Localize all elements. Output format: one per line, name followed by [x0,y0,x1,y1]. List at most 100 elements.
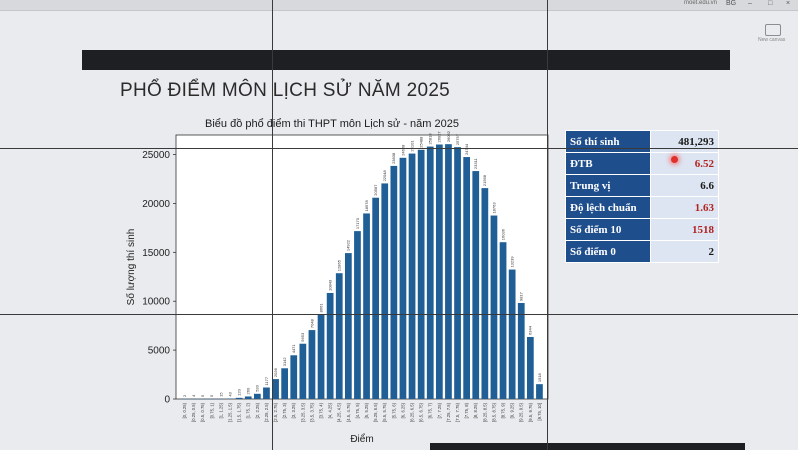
bar-data-label: 2 [182,394,187,397]
bar-data-label: 10843 [327,279,332,291]
x-tick-label: [8.5, 8.75) [491,402,496,421]
laser-pointer-dot [671,156,678,163]
window-divider [272,0,273,450]
histogram-bar [445,144,452,399]
bar-data-label: 5 [200,394,205,397]
histogram-bar [244,396,252,399]
x-tick-label: [2.5, 2.75) [273,402,278,421]
stats-row: Số thí sinh 481,293 [565,130,719,153]
bar-data-label: 18763 [491,202,496,214]
histogram-bar [335,273,343,399]
y-tick-label: 5000 [148,346,171,357]
x-tick-label: [9, 9.25) [510,402,515,418]
bar-data-label: 2036 [273,367,278,377]
bar-data-label: 5653 [300,332,305,342]
bar-data-label: 25818 [428,133,433,145]
bar-data-label: 24744 [464,143,469,155]
x-tick-label: [6.5, 6.75) [419,402,424,421]
browser-toolbar: moet.edu.vn BG – □ × [0,0,798,11]
close-icon[interactable]: × [786,0,791,7]
stats-label: Số điểm 0 [565,240,651,263]
x-tick-label: [1.75, 2) [246,402,251,418]
y-tick-label: 25000 [142,150,170,161]
histogram-bar [326,292,334,399]
histogram-bar [536,384,543,399]
x-tick-label: [1.25, 1.5) [227,402,232,421]
histogram-bar [308,330,316,399]
stats-value: 481,293 [650,130,719,153]
bar-data-label: 18978 [364,200,369,212]
slide-footer-band [430,443,745,450]
minimize-icon[interactable]: – [748,0,752,7]
histogram-bar [299,343,307,399]
bar-data-label: 14922 [346,239,351,251]
stats-row: Trung vị 6.6 [565,174,719,197]
stats-row: ĐTB 6.52 [565,152,719,175]
x-tick-label: [0.25, 0.5) [191,402,196,421]
x-tick-label: [8.75, 9) [500,402,505,418]
x-tick-label: [5.25, 5.5) [373,402,378,421]
bar-data-label: 9817 [519,291,524,301]
x-tick-label: [0.75, 1) [209,402,214,418]
tab-badge: BG [726,0,737,7]
chart-svg: 0 5000 10000 15000 20000 25000 2 [0, 0.25) 4 [0.2… [125,130,549,445]
bar-data-label: 21568 [482,174,487,186]
x-tick-label: [7.5, 7.75) [455,402,460,421]
histogram-bar [472,171,480,399]
x-tick-label: [6.75, 7) [428,402,433,418]
x-tick-label: [8.25, 8.5) [482,402,487,421]
x-tick-label: [9.75, 10] [537,403,542,420]
histogram-bar [517,303,525,399]
histogram-bar [263,387,270,399]
canvas-icon[interactable] [765,24,781,36]
x-tick-label: [0.5, 0.75) [200,402,205,421]
stats-row: Độ lệch chuẩn 1.63 [565,196,719,219]
histogram-chart: 0 5000 10000 15000 20000 25000 2 [0, 0.25) 4 [0.2… [112,112,552,450]
bar-data-label: 20587 [373,184,378,196]
y-tick-label: 0 [164,395,170,406]
histogram-bar [363,213,370,399]
bar-data-label: 8661 [318,303,323,313]
histogram-bar [463,157,471,399]
window-divider [0,148,798,149]
x-tick-label: [4.5, 4.75) [346,402,351,421]
y-tick-label: 15000 [142,248,170,259]
bar-data-label: 25101 [409,140,414,152]
x-axis-label: Điểm [350,433,373,445]
bar-data-label: 4 [191,394,196,397]
y-axis-label: Số lượng thí sinh [125,229,137,306]
bar-data-label: 25757 [455,133,460,145]
restore-icon[interactable]: □ [768,0,773,7]
histogram-bar [381,183,389,399]
canvas-label: New canvas [758,37,786,43]
bar-data-label: 17170 [355,217,360,229]
histogram-bar [372,197,380,399]
histogram-bar [290,355,298,399]
stats-row: Số điểm 10 1518 [565,218,719,241]
histogram-bar [435,144,443,399]
x-tick-label: [5, 5.25) [364,402,369,418]
histogram-bar [499,242,507,399]
x-tick-label: [9.5, 9.75) [528,402,533,421]
x-tick-label: [6.25, 6.5) [409,402,414,421]
x-tick-label: [0, 0.25) [182,402,187,418]
bar-data-label: 23311 [473,157,478,169]
histogram-bar [344,253,352,399]
window-divider [547,0,548,450]
bar-data-label: 1177 [264,376,269,385]
bar-data-label: 3142 [282,357,287,367]
stats-value: 2 [650,240,719,263]
x-tick-label: [3.5, 3.75) [309,402,314,421]
bar-data-label: 5 [209,394,214,397]
stats-value: 1.63 [650,196,719,219]
x-tick-label: [4.75, 5) [355,402,360,418]
bar-data-label: 43 [227,391,232,396]
bar-data-label: 25488 [418,136,423,148]
bar-data-label: 23838 [391,152,396,164]
x-tick-label: [4, 4.25) [328,402,333,418]
x-tick-label: [5.5, 5.75) [382,402,387,421]
x-tick-label: [3.25, 3.5) [300,402,305,421]
address-bar[interactable]: moet.edu.vn [684,0,718,6]
histogram-bar [281,368,289,399]
